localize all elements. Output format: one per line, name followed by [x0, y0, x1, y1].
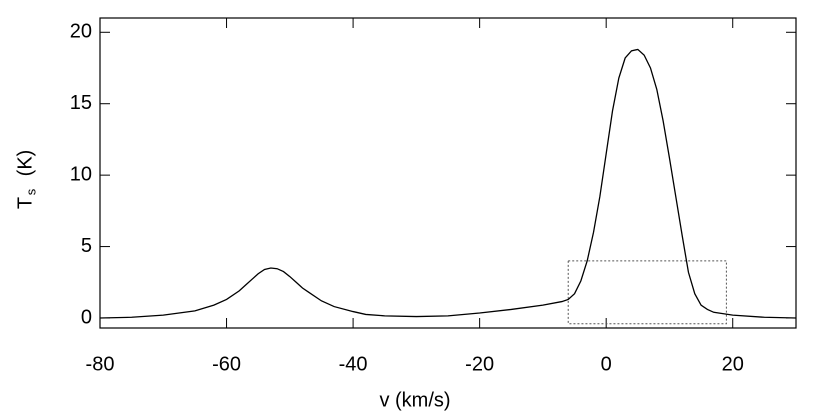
x-tick-label: -40 — [339, 353, 368, 375]
x-tick-label: -60 — [212, 353, 241, 375]
plot-frame — [99, 17, 797, 329]
y-label-sub: s — [23, 188, 38, 195]
x-tick-label: 0 — [601, 353, 612, 375]
y-label-unit: (K) — [14, 150, 36, 177]
x-tick-label: -80 — [86, 353, 115, 375]
y-label-main: T — [14, 197, 36, 209]
y-tick-label: 10 — [70, 163, 92, 185]
x-tick-label: 20 — [722, 353, 744, 375]
y-tick-label: 15 — [70, 92, 92, 114]
line — [99, 48, 797, 319]
x-tick-label: -20 — [465, 353, 494, 375]
y-tick-label: 20 — [70, 21, 92, 43]
dotted-box — [567, 260, 727, 325]
y-tick-label: 0 — [81, 306, 92, 328]
x-axis-label: v (km/s) — [379, 389, 450, 411]
y-tick-label: 5 — [81, 235, 92, 257]
y-axis-label: T s (K) — [14, 150, 38, 209]
